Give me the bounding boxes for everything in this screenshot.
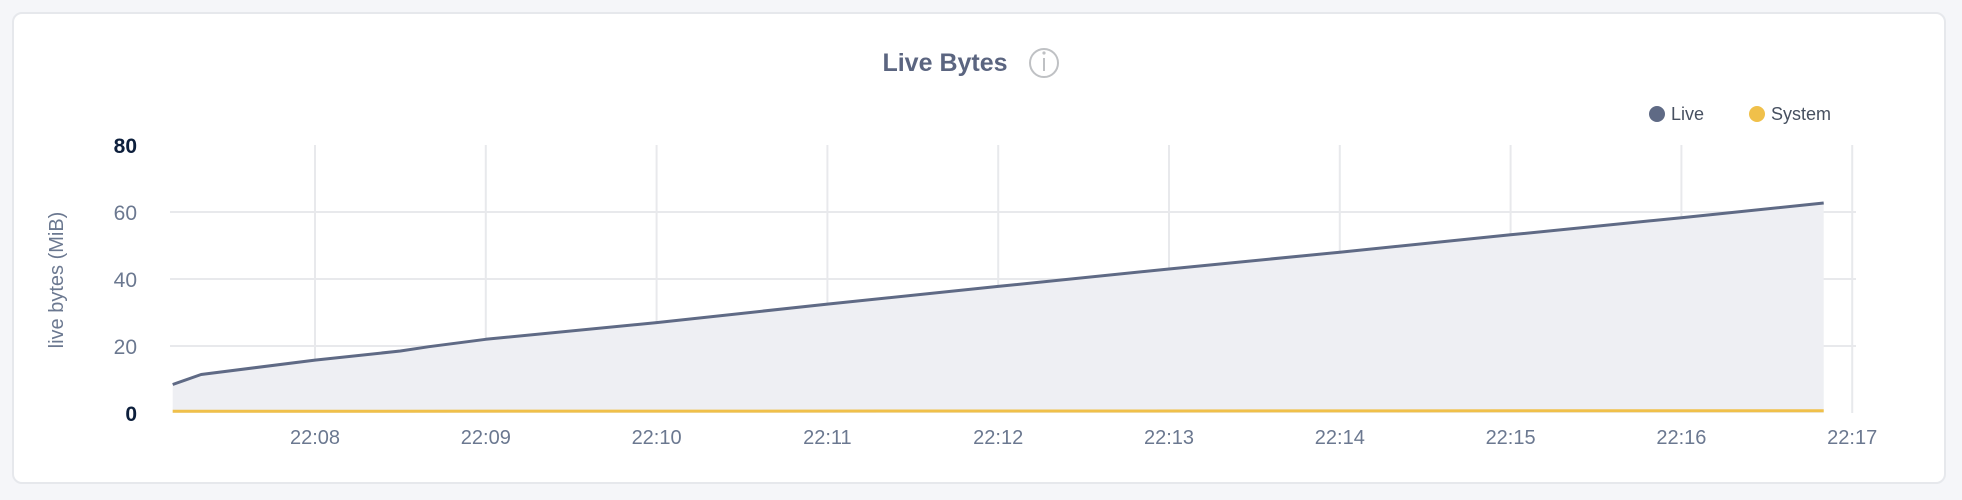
x-tick-label: 22:08 xyxy=(290,427,340,449)
legend-item-system[interactable]: System xyxy=(1749,104,1831,124)
legend: Live System xyxy=(1649,104,1831,124)
x-tick-label: 22:15 xyxy=(1486,427,1536,449)
legend-swatch-system xyxy=(1749,106,1765,122)
legend-label-system: System xyxy=(1771,104,1831,124)
series-marks xyxy=(172,201,1824,413)
y-tick-label: 20 xyxy=(114,336,137,359)
y-tick-label: 40 xyxy=(114,269,137,292)
x-tick-label: 22:17 xyxy=(1827,427,1877,449)
line-system xyxy=(172,409,1824,413)
info-icon[interactable] xyxy=(1029,48,1059,78)
y-tick-label: 60 xyxy=(114,202,137,225)
y-tick-label: 80 xyxy=(114,135,137,158)
area-live xyxy=(172,203,1824,413)
x-tick-label: 22:16 xyxy=(1656,427,1706,449)
x-tick-label: 22:09 xyxy=(461,427,511,449)
legend-swatch-live xyxy=(1649,106,1665,122)
x-tick-label: 22:14 xyxy=(1315,427,1365,449)
chart-title: Live Bytes xyxy=(882,49,1007,77)
line-live xyxy=(172,201,1824,386)
y-tick-label: 0 xyxy=(125,403,137,426)
y-axis-label: live bytes (MiB) xyxy=(46,212,68,349)
legend-label-live: Live xyxy=(1671,104,1704,124)
axes: 0 20 40 60 80 22:08 22:09 22:10 22:11 22:12 22:13 2… xyxy=(114,135,1878,449)
x-tick-label: 22:11 xyxy=(803,427,852,449)
x-tick-label: 22:12 xyxy=(973,427,1023,449)
x-tick-label: 22:13 xyxy=(1144,427,1194,449)
x-tick-label: 22:10 xyxy=(632,427,682,449)
legend-item-live[interactable]: Live xyxy=(1649,104,1704,124)
